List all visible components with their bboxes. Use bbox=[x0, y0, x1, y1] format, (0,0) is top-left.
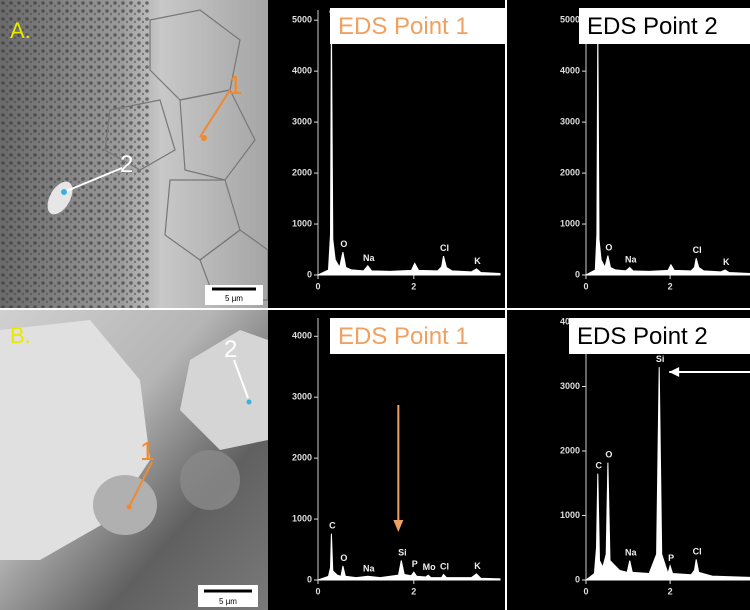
peak-label: K bbox=[474, 561, 481, 571]
peak-label: O bbox=[605, 243, 612, 253]
peak-label: K bbox=[474, 256, 481, 266]
y-tick-label: 2000 bbox=[560, 167, 580, 177]
scale-bar-label: 5 µm bbox=[225, 294, 243, 303]
y-tick-label: 0 bbox=[575, 269, 580, 279]
y-tick-label: 0 bbox=[575, 574, 580, 584]
peak-label: P bbox=[412, 559, 418, 569]
spectrum-panel: 01000200030004000500002CONaClKEDS Point … bbox=[268, 0, 530, 308]
point-label: 2 bbox=[224, 336, 237, 363]
x-tick-label: 2 bbox=[668, 586, 673, 596]
y-tick-label: 5000 bbox=[292, 15, 312, 25]
sem-image-b: B. 1 2 5 µm bbox=[0, 310, 268, 610]
peak-label: O bbox=[340, 553, 347, 563]
y-tick-label: 4000 bbox=[560, 66, 580, 76]
chart-title: EDS Point 2 bbox=[577, 323, 708, 350]
y-tick-label: 1000 bbox=[560, 218, 580, 228]
plot-background bbox=[268, 0, 505, 308]
y-tick-label: 5000 bbox=[560, 15, 580, 25]
peak-label: Na bbox=[625, 254, 637, 264]
y-tick-label: 3000 bbox=[292, 116, 312, 126]
point-label: 1 bbox=[228, 70, 242, 100]
peak-label: Na bbox=[363, 563, 375, 573]
peak-label: Na bbox=[625, 548, 637, 558]
spectrum-panel: 0100020003000400002CONaSiPClEDS Point 2 bbox=[507, 310, 750, 610]
y-tick-label: 4000 bbox=[292, 66, 312, 76]
peak-label: P bbox=[668, 553, 674, 563]
y-tick-label: 3000 bbox=[560, 116, 580, 126]
point-label: 1 bbox=[140, 436, 154, 466]
peak-label: C bbox=[329, 521, 336, 531]
figure: A. 1 2 5 µm B. 1 2 5 µm 0100020003000400… bbox=[0, 0, 750, 610]
peak-label: Mo bbox=[423, 562, 436, 572]
peak-label: K bbox=[723, 257, 730, 267]
peak-label: Cl bbox=[693, 245, 702, 255]
chart-title: EDS Point 1 bbox=[338, 323, 469, 350]
peak-label: Cl bbox=[440, 243, 449, 253]
peak-label: O bbox=[340, 239, 347, 249]
point-label: 2 bbox=[120, 151, 133, 178]
peak-label: Cl bbox=[693, 546, 702, 556]
chart-title: EDS Point 2 bbox=[587, 13, 718, 40]
chart-title: EDS Point 1 bbox=[338, 13, 469, 40]
y-tick-label: 1000 bbox=[292, 513, 312, 523]
y-tick-label: 3000 bbox=[292, 392, 312, 402]
x-tick-label: 0 bbox=[583, 281, 588, 291]
y-tick-label: 2000 bbox=[560, 445, 580, 455]
y-tick-label: 1000 bbox=[292, 218, 312, 228]
peak-label: Si bbox=[656, 354, 665, 364]
panel-label: B. bbox=[10, 323, 31, 348]
y-tick-label: 2000 bbox=[292, 453, 312, 463]
y-tick-label: 1000 bbox=[560, 510, 580, 520]
x-tick-label: 2 bbox=[411, 281, 416, 291]
y-tick-label: 3000 bbox=[560, 381, 580, 391]
x-tick-label: 0 bbox=[315, 281, 320, 291]
x-tick-label: 2 bbox=[411, 586, 416, 596]
y-tick-label: 4000 bbox=[292, 331, 312, 341]
peak-label: C bbox=[596, 461, 603, 471]
y-tick-label: 2000 bbox=[292, 167, 312, 177]
spectrum-panel: 0 1000 2000 3000 4000 0 2 C O Na Si P Mo Cl K EDS Point… bbox=[268, 310, 530, 610]
spectrum-panel: 01000200030004000500002CONaClKEDS Point … bbox=[507, 0, 750, 308]
scale-bar-label: 5 µm bbox=[219, 597, 237, 606]
sem-image-a: A. 1 2 5 µm bbox=[0, 0, 268, 308]
peak-label: Si bbox=[398, 548, 407, 558]
panel-label: A. bbox=[10, 18, 31, 43]
x-tick-label: 0 bbox=[315, 586, 320, 596]
peak-label: O bbox=[605, 450, 612, 460]
peak-label: Cl bbox=[440, 562, 449, 572]
y-tick-label: 0 bbox=[307, 269, 312, 279]
x-tick-label: 0 bbox=[583, 586, 588, 596]
x-tick-label: 2 bbox=[668, 281, 673, 291]
peak-label: Na bbox=[363, 253, 375, 263]
y-tick-label: 0 bbox=[307, 574, 312, 584]
